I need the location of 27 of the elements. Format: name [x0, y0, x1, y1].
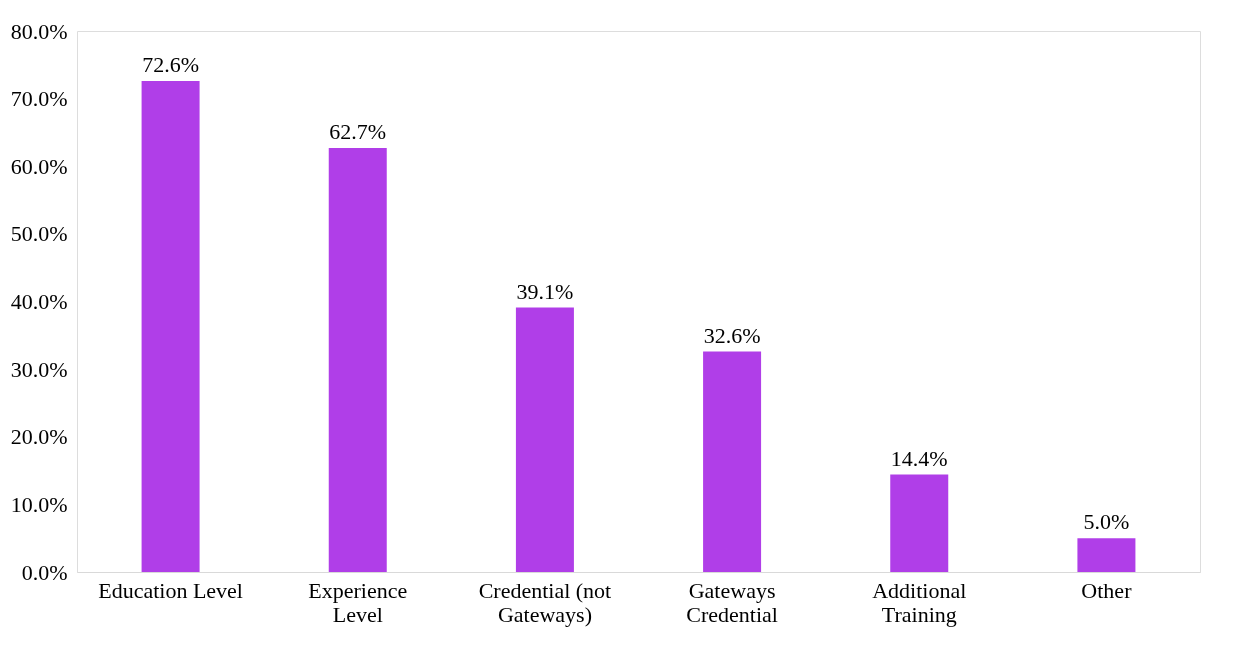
x-tick-label: Other — [1081, 577, 1133, 603]
bar — [1077, 538, 1136, 572]
data-label: 39.1% — [516, 278, 574, 304]
data-label: 5.0% — [1083, 509, 1130, 535]
y-tick-label: 20.0% — [10, 424, 68, 450]
x-tick-label: Experience Level — [308, 577, 408, 627]
y-tick-label: 10.0% — [10, 491, 68, 517]
data-label: 14.4% — [890, 445, 948, 471]
y-tick-label: 40.0% — [10, 289, 68, 314]
x-tick-label: Credential (not Gateways) — [478, 577, 612, 627]
y-tick-label: 0.0% — [21, 559, 68, 585]
data-label: 72.6% — [142, 52, 199, 78]
x-tick-label: Education Level — [98, 577, 243, 603]
data-label: 62.7% — [329, 118, 387, 144]
y-tick-label: 70.0% — [10, 86, 68, 112]
bar — [890, 474, 949, 572]
y-tick-label: 80.0% — [10, 18, 68, 44]
bar — [515, 307, 574, 572]
y-tick-label: 60.0% — [10, 153, 68, 179]
data-label: 32.6% — [703, 322, 761, 348]
y-tick-label: 30.0% — [10, 356, 68, 382]
x-tick-label: Additional Training — [872, 577, 967, 627]
bar — [141, 81, 200, 572]
bar — [703, 351, 762, 572]
bar — [328, 147, 387, 572]
x-tick-label: Gateways Credential — [686, 577, 778, 627]
y-tick-label: 50.0% — [10, 221, 68, 247]
